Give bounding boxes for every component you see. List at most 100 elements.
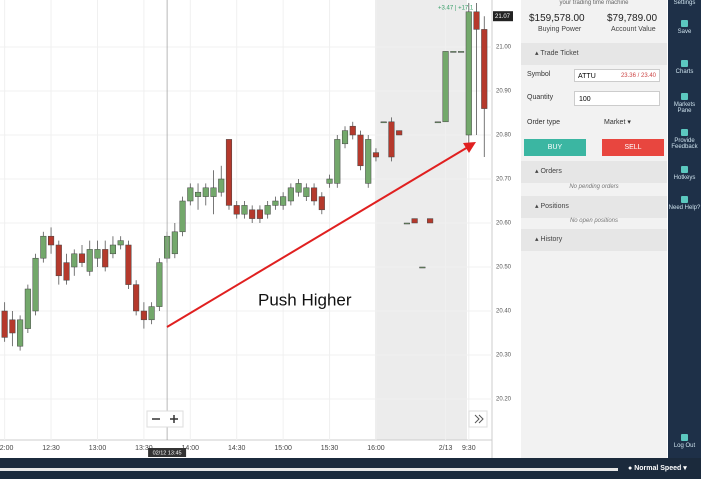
speed-control[interactable]: ● Normal Speed ▾ [628,465,687,472]
x-tick-label: 9:30 [462,445,476,452]
buy-button[interactable]: BUY [524,139,586,156]
x-tick-label: 15:00 [274,445,292,452]
symbol-input[interactable]: ATTU 23.36 / 23.40 [574,69,660,82]
crosshair-label: 02/12 13:45 [153,450,182,456]
candle-body [1,310,8,338]
price-tag [493,11,513,22]
x-tick-label: 2/13 [439,445,453,452]
candle-body [125,244,132,285]
candle-body [465,11,472,136]
right-panel: your trading time machine $159,578.00 Bu… [521,0,667,458]
account-value: $79,789.00 [607,13,658,24]
candle-body [117,240,124,246]
candle-body [225,139,233,206]
candle-body [326,178,333,184]
x-tick-label: 12:30 [42,445,60,452]
candle-body [148,306,155,321]
sidebar-label: Provide Feedback [671,138,698,150]
candle-body [458,51,465,53]
candle-body [303,187,310,197]
candle-body [372,152,380,158]
empty-note: No pending orders [569,184,619,190]
ticket-title: Trade Ticket [540,50,579,57]
section-header[interactable]: ▴ Orders [521,161,667,183]
candle-body [280,196,287,206]
empty-note: No open positions [569,218,619,224]
candle-body [272,200,279,206]
candle-body [32,257,39,312]
quantity-input[interactable]: 100 [574,91,660,106]
change-text: +3.47 | +17.1 [438,6,474,12]
candle-body [295,183,302,193]
candle-body [17,319,24,347]
section-title: History [540,236,563,243]
quantity-label: Quantity [527,94,554,101]
price-tag-label: 21.07 [495,14,511,20]
sidebar-item[interactable]: Save [668,20,701,35]
candle-body [442,51,449,123]
sidebar-item[interactable]: Settings [668,0,701,6]
x-tick-label: 13:30 [135,445,153,452]
sidebar-item[interactable]: Need Help? [668,196,701,211]
candle-body [396,130,403,136]
candle-body [194,191,202,197]
candle-body [403,222,410,225]
candle-body [287,187,294,202]
candle-body [241,205,248,215]
sidebar-item[interactable]: Hotkeys [668,166,701,181]
x-tick-label: 14:30 [228,445,246,452]
sidebar-item[interactable]: Markets Pane [668,93,701,114]
candle-body [365,139,372,184]
candle-body [202,187,209,197]
arrow-head [463,142,476,153]
sidebar-item[interactable]: Charts [668,60,701,75]
candle-body [341,130,349,145]
y-tick-label: 20.30 [496,353,512,359]
symbol: ATTU [578,73,596,80]
scroll-latest[interactable] [468,410,488,428]
order-type-label: Order type [527,119,561,126]
footer: ● Normal Speed ▾ [0,458,701,479]
candle-body [318,196,325,211]
candle-body [109,244,116,255]
sidebar-label: Charts [675,69,694,75]
x-tick-label: 15:30 [321,445,339,452]
x-tick-label: 14:00 [182,445,200,452]
candle-body [388,121,395,158]
sidebar-item[interactable]: Log Out [668,434,701,449]
section-header[interactable]: ▴ History [521,229,667,251]
candle-body [24,288,31,329]
section-header[interactable]: ▴ Trade Ticket [521,43,667,65]
progress-bar[interactable] [0,468,618,471]
y-tick-label: 20.50 [496,265,512,271]
candle-body [187,187,194,202]
account-value-label: Account Value [611,26,656,33]
candle-body [210,187,217,197]
sidebar-item[interactable]: Provide Feedback [668,129,701,150]
x-tick-label: 13:00 [89,445,107,452]
candle-body [40,235,47,259]
y-tick-label: 20.80 [496,133,512,139]
y-tick-label: 20.70 [496,177,512,183]
sidebar-label: Log Out [673,443,696,449]
sell-button[interactable]: SELL [602,139,664,156]
candle-body [380,121,387,124]
candle-body [411,218,418,224]
candle-body [450,51,457,53]
symbol-label: Symbol [527,71,551,78]
speed: Normal Speed [634,465,682,472]
y-tick-label: 20.40 [496,309,512,315]
x-tick-label: 12:00 [0,445,13,452]
candle-body [179,200,186,233]
order-type-select[interactable]: Market ▾ [604,119,631,126]
after-hours-shade [375,0,467,440]
chart: 21.00 20.90 20.80 20.70 20.60 20.50 20.40 20.30… [0,0,513,458]
sidebar-label: Hotkeys [673,175,696,181]
candle-body [419,266,426,269]
section-header[interactable]: ▴ Positions [521,196,667,218]
section-title: Orders [540,168,562,175]
tagline: your trading time machine [559,0,629,6]
sidebar-label: Settings [673,0,696,6]
candle-body [78,253,86,263]
sidebar-label: Save [677,29,692,35]
